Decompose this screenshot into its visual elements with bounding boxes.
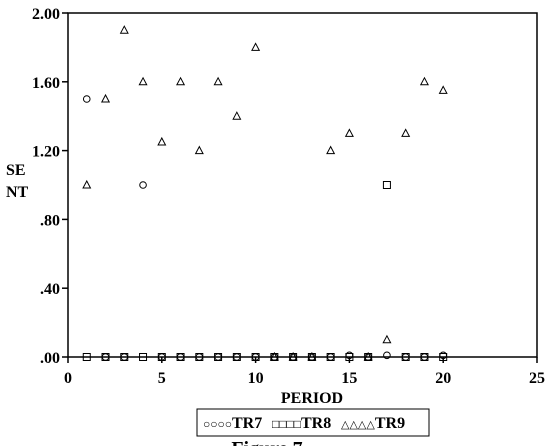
y-tick-label: 1.60 [32,75,60,92]
tr8-point [214,353,223,361]
legend-entry-tr8: □□□□TR8 [272,415,331,432]
tr9-point [213,76,223,86]
tr9-point [269,351,279,361]
y-axis-label-line-1: SE [6,162,26,179]
legend-entry-tr7: ○○○○TR7 [203,415,262,432]
tr9-point [100,93,111,103]
tr8-point [420,353,429,361]
tr9-point [251,42,261,51]
x-tick-label: 10 [248,370,264,387]
legend-tr9-symbols: △△△△ [341,419,375,431]
tr7-point [82,95,91,103]
tr9-point [157,136,167,146]
tr9-point [363,351,373,361]
tr9-point [382,334,392,344]
y-axis-label-line-2: NT [6,184,29,201]
tr8-point [120,353,129,361]
x-tick-label: 15 [341,370,357,387]
x-tick-label: 25 [529,370,545,387]
tr9-point [307,351,317,361]
tr8-point [195,353,204,361]
tr8-point [439,353,448,361]
tr9-point [288,351,298,361]
tr9-point [232,111,242,120]
tr7-point [383,351,391,360]
y-tick-label: .80 [40,212,60,229]
legend-tr9-label: TR9 [375,415,405,432]
tr8-point [176,353,185,361]
y-tick-label: .40 [40,281,60,298]
legend-tr8-label: TR8 [301,415,331,432]
tr9-point [82,179,92,189]
x-axis-label: PERIOD [281,390,343,407]
tr9-point [138,76,148,86]
y-tick-label: 2.00 [32,6,60,23]
tr8-point [101,353,110,361]
tr9-point [119,25,129,34]
tr9-point [419,76,429,86]
tr8-point [251,353,260,361]
legend-tr7-label: TR7 [232,415,262,432]
legend-box [196,408,430,437]
tr9-point [326,145,336,155]
y-axis: .00 .40 .80 1.20 1.60 2.00 [32,6,68,367]
data-points [82,25,448,361]
legend: ○○○○TR7 □□□□TR8 △△△△TR9 [196,408,430,437]
tr8-point [382,181,391,189]
plot-frame [67,12,538,358]
tr8-point [232,353,241,361]
tr8-point [401,353,410,361]
legend-tr8-symbols: □□□□ [272,417,301,431]
x-axis: 0 5 10 15 20 25 [64,357,545,387]
tr7-point [139,181,147,189]
figure-caption: Figure 7 [231,438,302,446]
tr9-point [194,145,204,155]
x-tick-label: 0 [64,370,72,387]
y-tick-label: .00 [40,350,60,367]
tr8-point [157,353,166,361]
x-tick-label: 5 [158,370,166,387]
legend-entry-tr9: △△△△TR9 [341,415,405,432]
tr9-point [401,128,411,137]
y-tick-label: 1.20 [32,144,60,161]
tr8-point [139,353,148,361]
tr9-point [344,128,354,137]
tr9-point [438,85,448,94]
tr8-point [345,353,354,361]
tr8-point [326,353,335,361]
x-tick-label: 20 [435,370,451,387]
tr8-point [82,353,91,361]
tr9-point [176,76,186,86]
legend-tr7-symbols: ○○○○ [203,417,232,431]
